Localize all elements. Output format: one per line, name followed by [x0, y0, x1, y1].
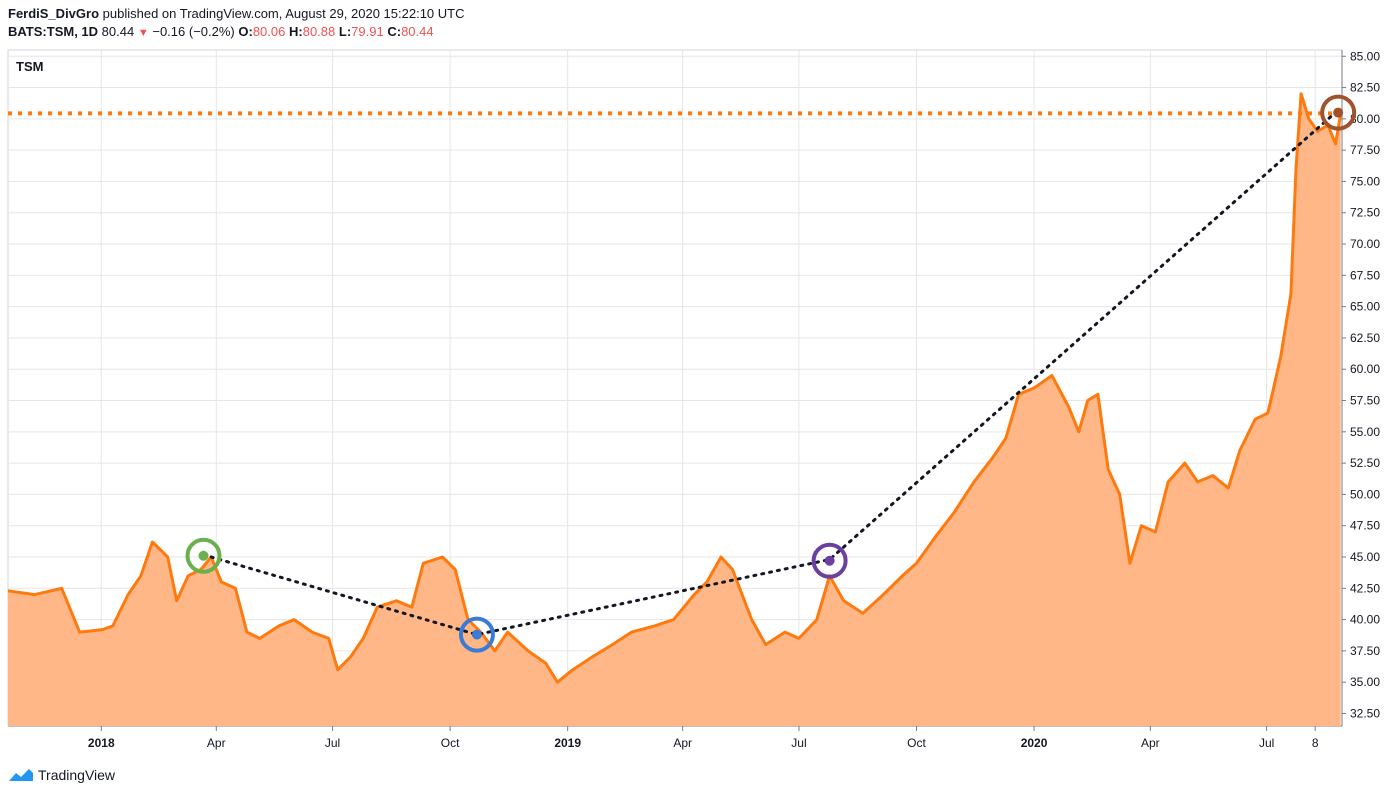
- price-line: [7, 92, 1343, 684]
- y-tick-label: 65.00: [1350, 300, 1380, 314]
- y-tick-label: 55.00: [1350, 425, 1380, 439]
- price-area-fill: [8, 93, 1341, 727]
- high-value: 80.88: [302, 24, 336, 39]
- close-value: 80.44: [401, 24, 434, 39]
- chart-title: TSM: [16, 59, 43, 74]
- y-tick-label: 37.50: [1350, 644, 1380, 658]
- x-tick-label: 2019: [554, 736, 581, 750]
- y-tick-label: 62.50: [1350, 331, 1380, 345]
- marker-ring-blue: [458, 616, 495, 653]
- x-tick-label: Apr: [1141, 736, 1160, 750]
- x-tick-label: Jul: [325, 736, 340, 750]
- y-tick-label: 35.00: [1350, 675, 1380, 689]
- y-tick-label: 77.50: [1350, 143, 1380, 157]
- y-tick-label: 72.50: [1350, 206, 1380, 220]
- y-tick-label: 85.00: [1350, 49, 1380, 63]
- down-triangle-icon: ▼: [137, 27, 149, 39]
- marker-ring-green: [185, 537, 222, 574]
- high-label: H:: [289, 24, 303, 39]
- author-name[interactable]: FerdiS_DivGro: [8, 6, 100, 21]
- publish-info: FerdiS_DivGro published on TradingView.c…: [8, 6, 465, 21]
- low-label: L:: [338, 24, 352, 39]
- y-tick-label: 47.50: [1350, 519, 1380, 533]
- trend-dotted-line: [209, 108, 1340, 637]
- marker-ring-brown: [1320, 94, 1357, 131]
- x-tick-label: Oct: [907, 736, 926, 750]
- open-label: O:: [238, 24, 253, 39]
- last-price: 80.44: [101, 24, 135, 39]
- x-tick-label: Jul: [791, 736, 806, 750]
- brand[interactable]: TradingView: [8, 767, 115, 783]
- y-tick-label: 57.50: [1350, 394, 1380, 408]
- marker-dot-purple: [824, 555, 835, 566]
- open-value: 80.06: [252, 24, 286, 39]
- tradingview-logo-icon: [9, 769, 33, 781]
- y-tick-label: 70.00: [1350, 237, 1380, 251]
- y-tick-label: 60.00: [1350, 362, 1380, 376]
- y-tick-label: 67.50: [1350, 268, 1380, 282]
- x-tick-label: Oct: [441, 736, 460, 750]
- brand-name: TradingView: [38, 767, 116, 783]
- y-tick-label: 82.50: [1350, 81, 1380, 95]
- x-tick-label: Apr: [207, 736, 226, 750]
- y-tick-label: 75.00: [1350, 174, 1380, 188]
- y-tick-label: 80.00: [1350, 112, 1380, 126]
- y-tick-label: 32.50: [1350, 706, 1380, 720]
- marker-dot-brown: [1333, 107, 1344, 118]
- y-tick-label: 42.50: [1350, 581, 1380, 595]
- low-value: 79.91: [351, 24, 384, 39]
- published-text: published on TradingView.com, August 29,…: [102, 6, 465, 21]
- close-label: C:: [387, 24, 402, 39]
- ohlc-legend: BATS:TSM, 1D 80.44 ▼ −0.16 (−0.2%) O:80.…: [8, 24, 434, 39]
- y-tick-label: 45.00: [1350, 550, 1380, 564]
- y-tick-label: 40.00: [1350, 613, 1380, 627]
- marker-dot-green: [198, 550, 209, 561]
- marker-ring-purple: [811, 542, 848, 579]
- x-tick-label: Jul: [1259, 736, 1274, 750]
- price-change: −0.16 (−0.2%): [152, 24, 235, 39]
- y-tick-label: 52.50: [1350, 456, 1380, 470]
- y-tick-label: 50.00: [1350, 487, 1380, 501]
- x-tick-label: 2018: [88, 736, 115, 750]
- x-tick-label: 8: [1312, 736, 1319, 750]
- x-tick-label: Apr: [673, 736, 692, 750]
- symbol-label: BATS:TSM, 1D: [8, 24, 99, 39]
- marker-dot-blue: [471, 629, 482, 640]
- x-tick-label: 2020: [1021, 736, 1048, 750]
